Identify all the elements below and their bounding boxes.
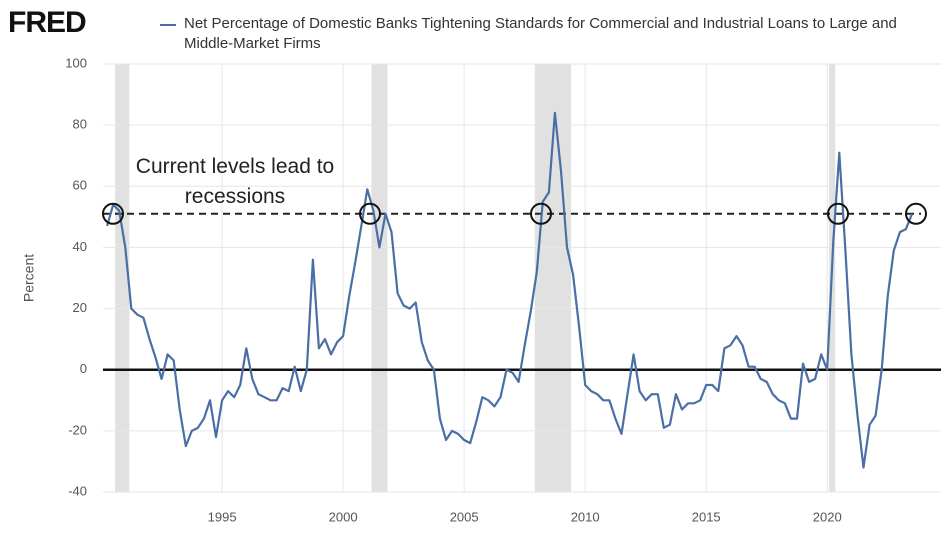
x-tick-label: 1995 — [208, 509, 237, 524]
legend-swatch — [160, 24, 176, 26]
recession-band — [115, 64, 130, 492]
highlight-circle — [359, 202, 381, 225]
x-tick-label: 2020 — [813, 509, 842, 524]
y-tick-label: 0 — [80, 361, 87, 376]
y-tick-label: -40 — [68, 483, 87, 498]
y-tick-label: -20 — [68, 422, 87, 437]
x-tick-label: 2010 — [571, 509, 600, 524]
annotation: Current levels lead to recessions — [135, 155, 335, 208]
logo: FRED — [8, 6, 87, 39]
legend-label: Net Percentage of Domestic Banks Tighten… — [184, 15, 897, 52]
y-tick-label: 60 — [73, 178, 87, 193]
highlight-circle — [530, 202, 552, 225]
y-tick-label: 80 — [73, 117, 87, 132]
x-tick-label: 2000 — [329, 509, 358, 524]
legend: Net Percentage of Domestic Banks Tighten… — [160, 14, 940, 54]
y-tick-label: 40 — [73, 239, 87, 254]
highlight-circle — [905, 202, 927, 225]
x-tick-label: 2015 — [692, 509, 721, 524]
y-tick-label: 100 — [65, 55, 87, 70]
x-tick-label: 2005 — [450, 509, 479, 524]
highlight-circle — [827, 202, 849, 225]
plot-area — [103, 64, 941, 492]
y-axis-label: Percent — [21, 254, 37, 302]
data-line — [106, 111, 914, 469]
highlight-circle — [102, 202, 124, 225]
y-tick-label: 20 — [73, 300, 87, 315]
recession-band — [371, 64, 388, 492]
